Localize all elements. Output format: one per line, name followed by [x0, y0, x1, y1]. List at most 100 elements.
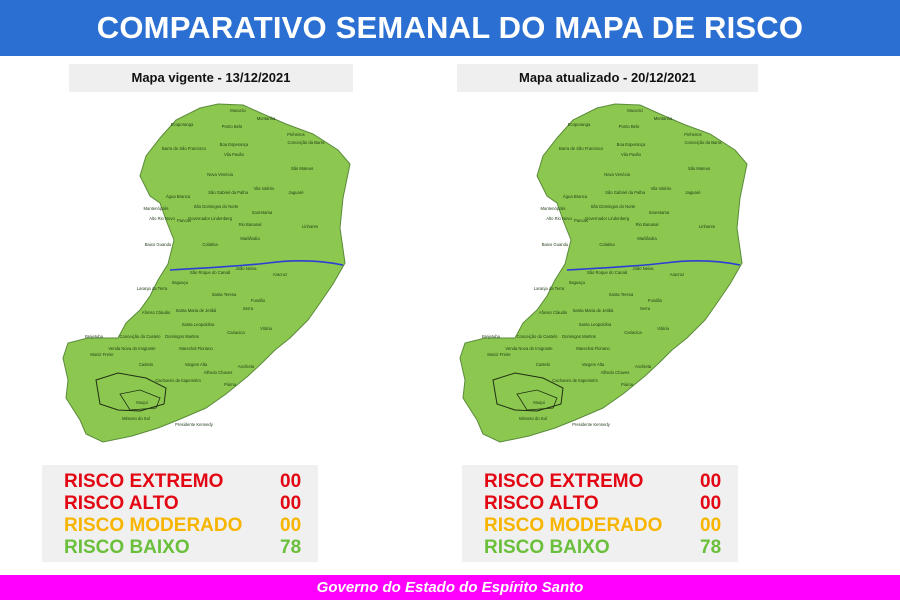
municipality-label: Santa Maria de Jetibá	[573, 308, 614, 313]
municipality-label: Santa Maria de Jetibá	[176, 308, 217, 313]
municipality-label: Vila Pavão	[224, 152, 245, 157]
municipality-label: Vitória	[260, 326, 272, 331]
legend-risco-alto-label: RISCO ALTO	[64, 493, 179, 514]
municipality-label: Ponto Belo	[222, 124, 243, 129]
municipality-label: Venda Nova do Imigrante	[505, 346, 553, 351]
municipality-label: Marechal Floriano	[179, 346, 213, 351]
municipality-label: João Neiva	[633, 266, 655, 271]
municipality-label: Santa Teresa	[609, 292, 634, 297]
state-shape	[62, 103, 351, 443]
municipality-label: Mimoso do Sul	[519, 416, 547, 421]
state-shape	[459, 103, 748, 443]
municipality-label: Itaguaçu	[172, 280, 189, 285]
municipality-label: Anchieta	[635, 364, 652, 369]
municipality-label: Pinheiros	[684, 132, 701, 137]
municipality-label: Rio Bananal	[239, 222, 262, 227]
legend-risco-baixo-value: 78	[280, 537, 302, 558]
municipality-label: Piúma	[224, 382, 237, 387]
municipality-label: Afonso Cláudio	[539, 310, 568, 315]
municipality-label: Alfredo Chaves	[601, 370, 630, 375]
municipality-label: Jaguaré	[288, 190, 304, 195]
municipality-label: Montanha	[257, 116, 276, 121]
legend-risco-moderado-label: RISCO MODERADO	[64, 515, 243, 536]
legend-risco-extremo-value: 00	[280, 471, 302, 492]
municipality-label: Cariacica	[624, 330, 642, 335]
legend-right: RISCO EXTREMO 00 RISCO ALTO 00 RISCO MOD…	[462, 465, 738, 562]
municipality-label: Santa Leopoldina	[182, 322, 215, 327]
municipality-label: Aracruz	[273, 272, 287, 277]
municipality-label: Colatina	[202, 242, 218, 247]
municipality-label: Baixo Guandu	[145, 242, 172, 247]
municipality-label: Pancas	[177, 218, 191, 223]
municipality-label: Governador Lindenberg	[585, 216, 630, 221]
municipality-label: Ecoporanga	[568, 122, 591, 127]
municipality-label: Água Branca	[166, 194, 191, 199]
municipality-label: Mucurici	[230, 108, 246, 113]
municipality-labels: Mucurici Montanha Ecoporanga Ponto Belo Pinh…	[85, 108, 325, 427]
municipality-label: Castelo	[536, 362, 551, 367]
region-outline-inner	[516, 389, 558, 411]
municipality-label: São Gabriel da Palha	[605, 190, 645, 195]
municipality-label: São Mateus	[688, 166, 710, 171]
legend-left: RISCO EXTREMO 00 RISCO ALTO 00 RISCO MOD…	[42, 465, 318, 562]
municipality-label: Muqui	[136, 400, 147, 405]
municipality-label: Pancas	[574, 218, 588, 223]
municipality-label: Barra de São Francisco	[559, 146, 604, 151]
municipality-label: Santa Teresa	[212, 292, 237, 297]
municipality-label: Presidente Kennedy	[175, 422, 214, 427]
rio-doce-river	[169, 260, 344, 271]
municipality-label: Vila Valério	[254, 186, 275, 191]
municipality-label: Marilândia	[240, 236, 260, 241]
municipality-label: Boa Esperança	[220, 142, 249, 147]
municipality-label: Cachoeiro de Itapemirim	[552, 378, 598, 383]
municipality-label: Marilândia	[637, 236, 657, 241]
municipality-label: Anchieta	[238, 364, 255, 369]
municipality-label: Laranja da Terra	[534, 286, 565, 291]
municipality-label: Santa Leopoldina	[579, 322, 612, 327]
municipality-label: Barra de São Francisco	[162, 146, 207, 151]
municipality-label: Muqui	[533, 400, 544, 405]
risk-map-updated: Mucurici Montanha Ecoporanga Ponto Belo Pinh…	[459, 103, 748, 443]
municipality-label: João Neiva	[236, 266, 258, 271]
municipality-label: Água Branca	[563, 194, 588, 199]
rio-doce-river	[566, 260, 741, 271]
municipality-label: São Domingos do Norte	[591, 204, 636, 209]
municipality-label: Marechal Floriano	[576, 346, 610, 351]
municipality-labels: Mucurici Montanha Ecoporanga Ponto Belo Pinh…	[482, 108, 722, 427]
risk-map-current: Mucurici Montanha Ecoporanga Ponto Belo Pinh…	[62, 103, 351, 443]
municipality-label: Alfredo Chaves	[204, 370, 233, 375]
region-outline	[492, 372, 564, 412]
municipality-label: Montanha	[654, 116, 673, 121]
legend-risco-moderado-value: 00	[280, 515, 302, 536]
page-title: COMPARATIVO SEMANAL DO MAPA DE RISCO	[96, 10, 804, 45]
municipality-label: São Gabriel da Palha	[208, 190, 248, 195]
legend-risco-alto-value: 00	[280, 493, 302, 514]
municipality-label: Vila Valério	[651, 186, 672, 191]
municipality-label: Mucurici	[627, 108, 643, 113]
municipality-label: Mantenópolis	[144, 206, 169, 211]
municipality-label: Afonso Cláudio	[142, 310, 171, 315]
municipality-label: Castelo	[139, 362, 154, 367]
panel-left-title: Mapa vigente - 13/12/2021	[69, 64, 353, 92]
municipality-label: Itaguaçu	[569, 280, 586, 285]
municipality-label: Sooretama	[649, 210, 670, 215]
region-outline	[95, 372, 167, 412]
municipality-label: Serra	[640, 306, 651, 311]
footer-text: Governo do Estado do Espírito Santo	[316, 579, 584, 596]
municipality-label: Jaguaré	[685, 190, 701, 195]
municipality-label: Mimoso do Sul	[122, 416, 150, 421]
legend-risco-moderado-label: RISCO MODERADO	[484, 515, 663, 536]
municipality-label: Ecoporanga	[171, 122, 194, 127]
municipality-label: Vitória	[657, 326, 669, 331]
municipality-label: Muniz Freire	[90, 352, 114, 357]
header-banner	[0, 0, 900, 56]
municipality-label: Mantenópolis	[541, 206, 566, 211]
municipality-label: Conceição do Castelo	[120, 334, 162, 339]
municipality-label: Vargem Alta	[582, 362, 605, 367]
municipality-label: Sooretama	[252, 210, 273, 215]
municipality-label: Vargem Alta	[185, 362, 208, 367]
municipality-label: Baixo Guandu	[542, 242, 569, 247]
legend-risco-baixo-value: 78	[700, 537, 722, 558]
legend-risco-alto-label: RISCO ALTO	[484, 493, 599, 514]
municipality-label: Nova Venécia	[604, 172, 631, 177]
